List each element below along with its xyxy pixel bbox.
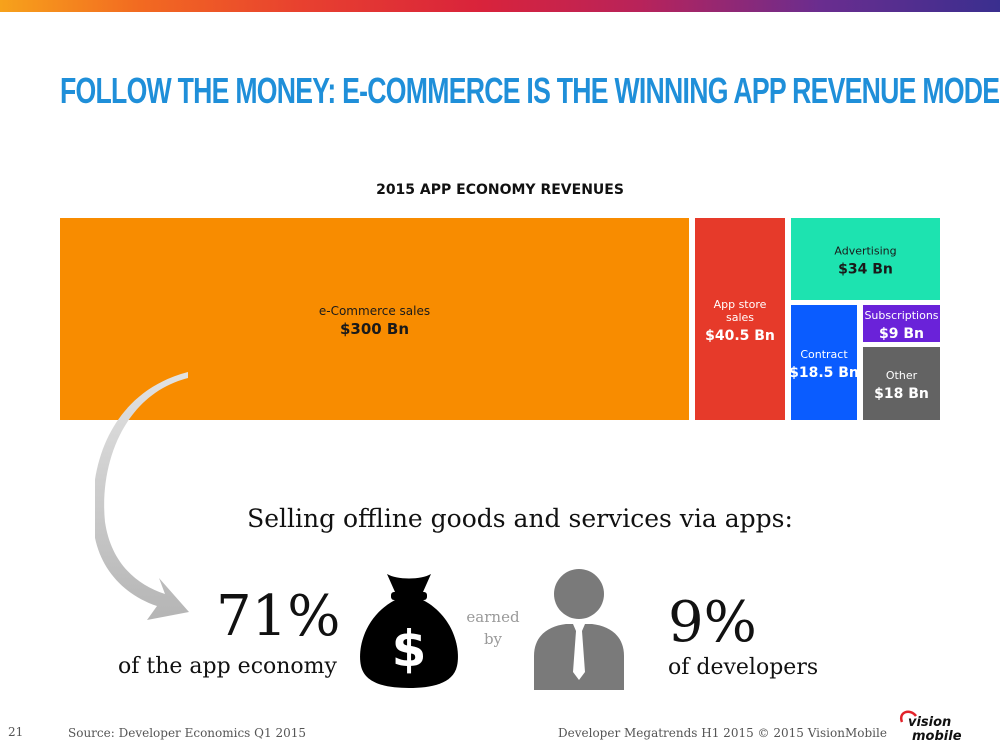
treemap-label: Other	[886, 369, 918, 382]
treemap-label: Advertising	[834, 245, 896, 258]
logo-word-2: mobile	[912, 729, 962, 744]
treemap-value-label: $9 Bn	[879, 326, 924, 342]
svg-text:vision: vision	[908, 715, 951, 730]
treemap-rect	[695, 218, 785, 420]
section-heading: Selling offline goods and services via a…	[247, 504, 793, 533]
earned-by-line-1: earned	[466, 608, 520, 626]
earned-by-line-2: by	[483, 630, 503, 648]
earned-by-label: earned by	[455, 606, 531, 650]
treemap-cell-advertising: Advertising $34 Bn	[791, 218, 940, 300]
source-note: Source: Developer Economics Q1 2015	[68, 726, 306, 740]
treemap-rect	[791, 305, 857, 420]
treemap-value-label: $300 Bn	[340, 320, 409, 338]
treemap-label: App store	[714, 298, 767, 311]
treemap-cell-subscriptions: Subscriptions $9 Bn	[863, 305, 940, 342]
treemap-label: Contract	[800, 348, 848, 361]
page-number: 21	[8, 725, 24, 739]
treemap-label: e-Commerce sales	[319, 304, 430, 318]
curved-arrow-icon	[95, 372, 189, 620]
visionmobile-logo: vision mobile	[899, 710, 962, 744]
stat-left-label: of the app economy	[118, 654, 337, 679]
treemap-label: sales	[726, 311, 754, 324]
logo-word-1: vision	[908, 715, 951, 730]
copyright-note: Developer Megatrends H1 2015 © 2015 Visi…	[558, 726, 887, 740]
slide-title: FOLLOW THE MONEY: E-COMMERCE IS THE WINN…	[60, 70, 1000, 111]
treemap-value-label: $40.5 Bn	[705, 328, 775, 344]
stat-left-value: 71%	[216, 584, 341, 649]
treemap-rect	[863, 305, 940, 342]
stat-right-label: of developers	[668, 655, 819, 680]
treemap-cell-contract: Contract $18.5 Bn	[789, 305, 859, 420]
treemap-value-label: $34 Bn	[838, 262, 893, 278]
svg-text:$: $	[392, 620, 427, 678]
treemap-cell-other: Other $18 Bn	[863, 347, 940, 420]
treemap-value-label: $18 Bn	[874, 386, 929, 402]
top-gradient-bar	[0, 0, 1000, 12]
developer-person-icon	[534, 569, 624, 690]
stat-right-value: 9%	[668, 590, 757, 655]
svg-text:mobile: mobile	[912, 729, 962, 744]
treemap-rect	[791, 218, 940, 300]
treemap-label: Subscriptions	[864, 309, 938, 322]
money-bag-icon: $	[360, 574, 458, 688]
chart-title: 2015 APP ECONOMY REVENUES	[376, 182, 624, 198]
treemap-value-label: $18.5 Bn	[789, 365, 859, 381]
treemap-rect	[863, 347, 940, 420]
